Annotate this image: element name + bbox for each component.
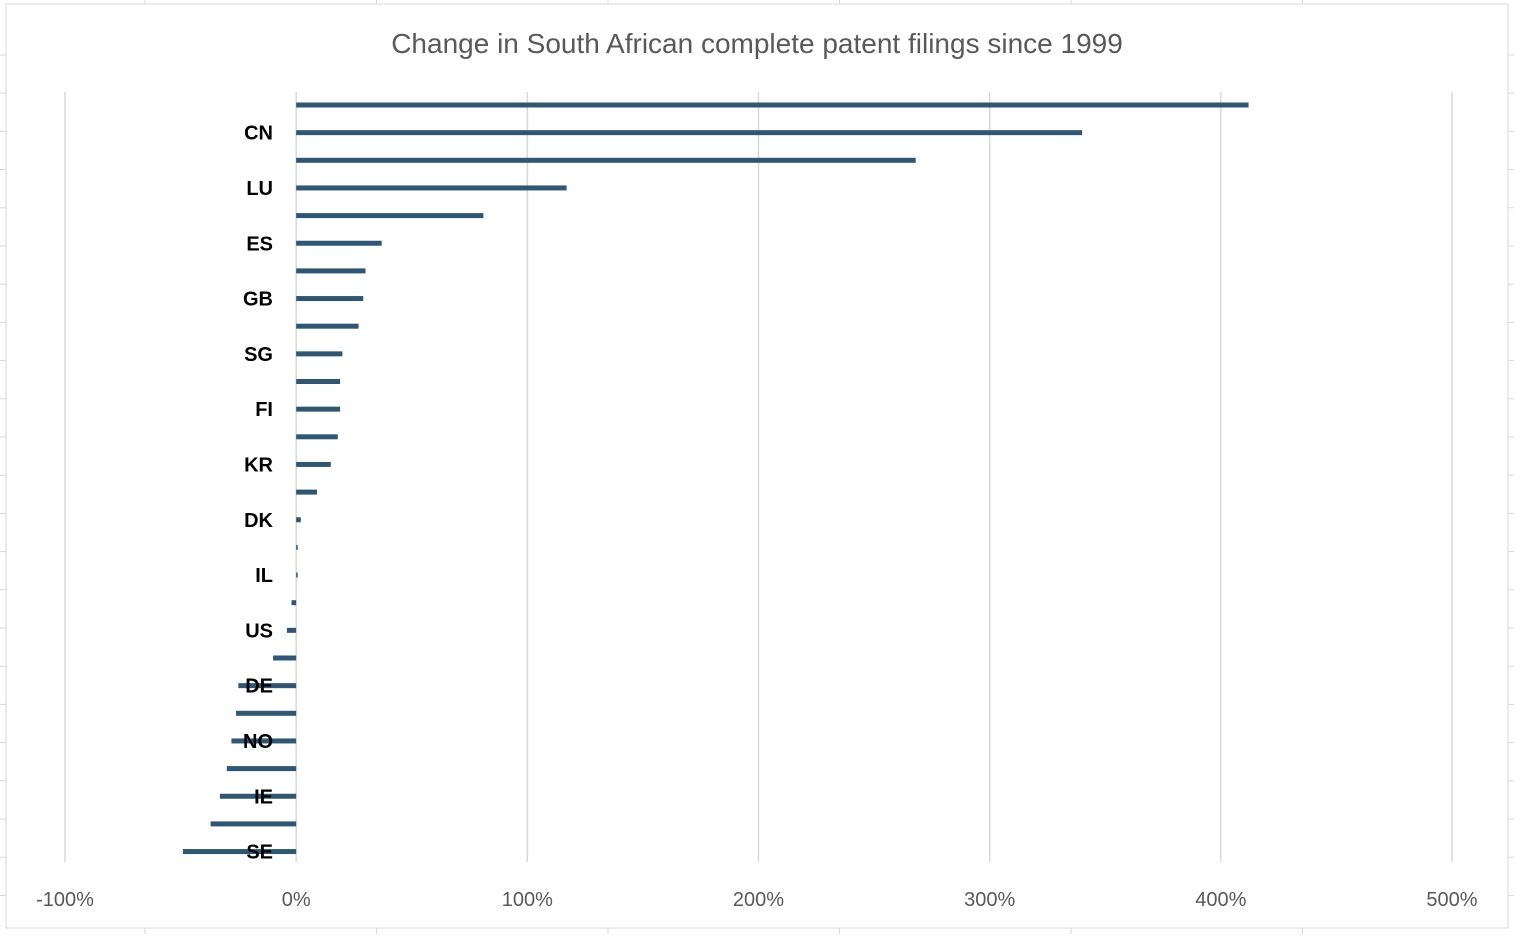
bar xyxy=(296,572,298,578)
category-label: SE xyxy=(246,842,273,864)
bar xyxy=(296,130,1083,136)
bar xyxy=(296,296,364,302)
bar xyxy=(238,683,297,689)
category-label: DK xyxy=(244,510,273,532)
category-label: IL xyxy=(255,565,273,587)
category-label: SG xyxy=(244,344,273,366)
bar xyxy=(296,434,338,440)
category-labels: CN LU ES GB SG FI KR DK IL US DE NO IE SE xyxy=(243,123,274,864)
bar xyxy=(296,102,1249,108)
x-tick-label: 300% xyxy=(964,889,1015,911)
bar xyxy=(210,821,297,827)
category-label: FI xyxy=(255,399,273,421)
x-tick-label: 200% xyxy=(733,889,784,911)
x-tick-label: 0% xyxy=(282,889,311,911)
bar xyxy=(219,793,297,799)
bar xyxy=(296,240,382,246)
bars xyxy=(182,102,1249,855)
category-label: KR xyxy=(244,454,273,476)
bar xyxy=(296,461,331,467)
x-tick-label: 100% xyxy=(502,889,553,911)
bar xyxy=(296,489,317,495)
bar xyxy=(296,406,341,412)
chart-frame xyxy=(5,3,1509,929)
bar xyxy=(236,710,297,716)
bar xyxy=(296,185,567,191)
bar xyxy=(296,213,484,219)
category-label: DE xyxy=(245,676,273,698)
bar xyxy=(226,766,297,772)
bar xyxy=(296,517,301,523)
category-label: GB xyxy=(243,289,273,311)
bar xyxy=(286,627,297,633)
x-tick-label: 400% xyxy=(1195,889,1246,911)
bar xyxy=(296,157,916,163)
category-label: NO xyxy=(243,731,273,753)
bar xyxy=(182,849,297,855)
x-tick-label: 500% xyxy=(1426,889,1477,911)
bar xyxy=(296,268,366,274)
category-label: ES xyxy=(246,233,273,255)
bar xyxy=(296,544,298,550)
category-label: IE xyxy=(254,786,273,808)
category-label: LU xyxy=(246,178,273,200)
category-label: CN xyxy=(244,123,273,145)
x-tick-label: -100% xyxy=(36,889,94,911)
bar xyxy=(296,351,343,357)
chart-title: Change in South African complete patent … xyxy=(391,28,1123,59)
x-axis-tick-labels: -100% 0% 100% 200% 300% 400% 500% xyxy=(36,889,1478,911)
bar xyxy=(296,323,359,329)
bar xyxy=(273,655,297,661)
category-label: US xyxy=(245,620,273,642)
bar xyxy=(296,379,341,384)
bar xyxy=(231,738,297,744)
bar xyxy=(291,600,297,606)
